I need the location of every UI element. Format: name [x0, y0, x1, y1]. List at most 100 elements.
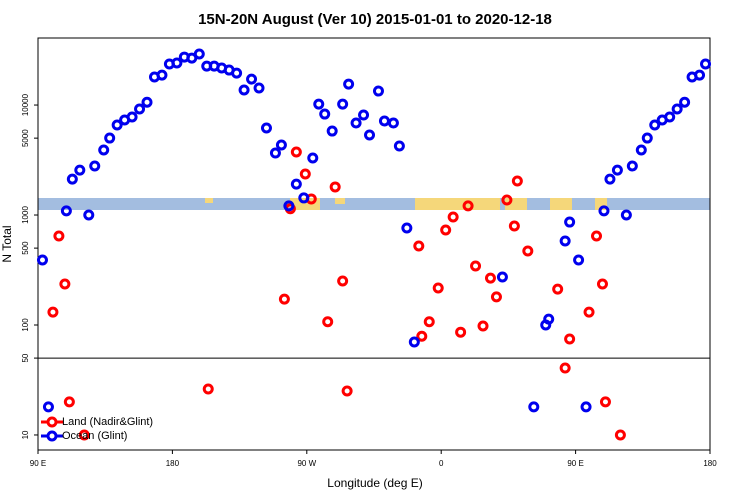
data-point	[307, 152, 319, 164]
data-point	[141, 96, 153, 108]
data-point	[591, 230, 603, 242]
data-point	[626, 160, 638, 172]
data-point	[416, 330, 428, 342]
data-point	[260, 122, 272, 134]
data-point	[664, 111, 676, 123]
data-point	[253, 82, 265, 94]
legend-marker	[46, 430, 58, 442]
data-point	[36, 254, 48, 266]
data-point	[60, 205, 72, 217]
data-point	[193, 48, 205, 60]
data-point	[614, 429, 626, 441]
data-point	[564, 333, 576, 345]
x-tick-label: 0	[439, 459, 444, 468]
data-point	[455, 326, 467, 338]
data-point	[470, 260, 482, 272]
data-point	[278, 293, 290, 305]
y-tick-label: 500	[21, 241, 30, 255]
x-tick-label: 90 E	[567, 459, 583, 468]
data-point	[599, 396, 611, 408]
map-strip	[38, 198, 710, 210]
data-point	[401, 222, 413, 234]
data-point	[59, 278, 71, 290]
chart-title: 15N-20N August (Ver 10) 2015-01-01 to 20…	[198, 11, 552, 28]
data-point	[329, 181, 341, 193]
data-point	[126, 111, 138, 123]
data-point	[104, 132, 116, 144]
x-tick-label: 180	[703, 459, 717, 468]
data-point	[671, 103, 683, 115]
data-point	[596, 278, 608, 290]
data-point	[564, 216, 576, 228]
data-point	[372, 85, 384, 97]
data-point	[573, 254, 585, 266]
data-point	[231, 67, 243, 79]
data-point	[98, 144, 110, 156]
data-point	[246, 73, 258, 85]
data-point	[319, 108, 331, 120]
data-point	[508, 220, 520, 232]
data-point	[496, 271, 508, 283]
data-point	[484, 272, 496, 284]
data-point	[649, 119, 661, 131]
data-point	[283, 200, 295, 212]
y-tick-label: 10000	[21, 93, 30, 116]
data-point	[202, 383, 214, 395]
data-point	[313, 98, 325, 110]
data-point	[378, 115, 390, 127]
data-point	[477, 320, 489, 332]
data-point	[522, 245, 534, 257]
data-point	[341, 385, 353, 397]
data-point	[432, 282, 444, 294]
data-point	[337, 98, 349, 110]
data-point	[552, 283, 564, 295]
data-point	[42, 401, 54, 413]
legend: Land (Nadir&Glint) Ocean (Glint)	[41, 416, 153, 442]
data-point	[171, 57, 183, 69]
legend-marker	[46, 416, 58, 428]
data-point	[74, 164, 86, 176]
data-point	[694, 69, 706, 81]
data-point	[66, 173, 78, 185]
data-point	[343, 78, 355, 90]
data-point	[413, 240, 425, 252]
data-point	[440, 224, 452, 236]
x-tick-label: 180	[166, 459, 180, 468]
data-point	[364, 129, 376, 141]
data-point	[78, 429, 90, 441]
y-axis-label: N Total	[0, 225, 14, 262]
data-point	[635, 144, 647, 156]
data-point	[543, 313, 555, 325]
data-point	[559, 235, 571, 247]
data-point	[598, 205, 610, 217]
x-tick-label: 90 E	[30, 459, 46, 468]
y-tick-label: 100	[21, 318, 30, 332]
data-point	[559, 362, 571, 374]
data-point	[611, 164, 623, 176]
legend-label: Ocean (Glint)	[62, 430, 127, 442]
data-point	[134, 103, 146, 115]
y-tick-label: 1000	[21, 206, 30, 224]
y-tick-label: 50	[21, 353, 30, 362]
data-point	[269, 147, 281, 159]
data-point	[156, 69, 168, 81]
plot-frame	[37, 37, 711, 451]
data-point	[700, 58, 712, 70]
data-point	[447, 211, 459, 223]
data-point	[47, 306, 59, 318]
data-point	[83, 209, 95, 221]
data-point	[298, 192, 310, 204]
data-point	[275, 139, 287, 151]
x-tick-label: 90 W	[297, 459, 316, 468]
data-point	[583, 306, 595, 318]
data-point	[358, 109, 370, 121]
data-point	[679, 96, 691, 108]
data-point	[299, 168, 311, 180]
data-point	[387, 117, 399, 129]
legend-label: Land (Nadir&Glint)	[62, 416, 153, 428]
data-point	[641, 132, 653, 144]
data-point	[501, 194, 513, 206]
data-point	[604, 173, 616, 185]
data-point	[322, 316, 334, 328]
